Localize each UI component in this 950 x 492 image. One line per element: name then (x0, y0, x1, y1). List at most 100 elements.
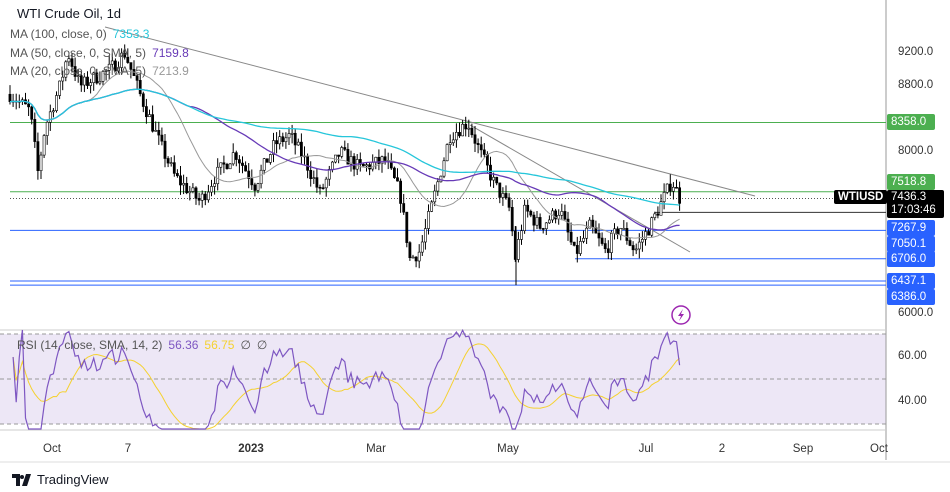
candle-body (210, 186, 213, 193)
candle-body (321, 187, 325, 190)
candle-body (64, 61, 68, 78)
candle-body (253, 184, 257, 191)
candle-body (275, 140, 279, 145)
price-level-label: 6706.0 (887, 251, 935, 267)
candle-body (628, 240, 632, 246)
candle-body (523, 204, 527, 232)
candle-body (606, 248, 610, 253)
candle-body (284, 137, 288, 143)
candle-body (148, 114, 151, 118)
candle-body (417, 251, 421, 262)
candle-body (83, 76, 86, 86)
candle-body (622, 228, 626, 230)
candle-body (572, 241, 576, 246)
candle-body (138, 80, 142, 95)
candle-body (408, 242, 412, 259)
price-level-label: 7050.1 (887, 236, 935, 252)
candle-body (566, 218, 570, 233)
candle-body (479, 144, 483, 151)
legend-rsi[interactable]: RSI (14, close, SMA, 14, 2) 56.36 56.75 ∅ ∅ (17, 338, 267, 352)
candle-body (454, 132, 458, 141)
candle-body (219, 162, 223, 168)
candle-body (200, 193, 204, 201)
candle-body (501, 193, 505, 198)
legend-ma50[interactable]: MA (50, close, 0, SMA, 5) 7159.8 (10, 46, 189, 60)
ma20-line (9, 70, 680, 239)
candle-body (476, 143, 480, 145)
candle-body (135, 75, 139, 81)
trend-line (104, 26, 756, 197)
candle-body (76, 75, 80, 77)
candle-body (287, 133, 291, 139)
rsi-sma-line (12, 343, 680, 430)
candle-body (327, 168, 331, 180)
candle-body (482, 149, 486, 155)
candle-body (290, 132, 294, 135)
candle-body (312, 177, 316, 179)
legend-ma20[interactable]: MA (20, close, 0, SMA, 5) 7213.9 (10, 64, 189, 78)
candle-body (247, 170, 251, 179)
candle-body (114, 60, 117, 72)
candle-body (439, 175, 443, 183)
candle-body (154, 130, 158, 132)
candle-body (141, 93, 145, 107)
price-level-label: 7518.8 (887, 174, 935, 190)
candle-body (544, 222, 548, 230)
price-tick: 6000.0 (898, 307, 934, 319)
time-tick: 2023 (238, 443, 264, 455)
candle-body (191, 187, 195, 192)
candle-body (349, 156, 353, 165)
time-tick: Oct (43, 443, 61, 455)
time-tick: Mar (366, 443, 386, 455)
candle-body (411, 256, 415, 259)
candle-body (644, 231, 647, 240)
time-tick: Oct (870, 443, 888, 455)
candle-body (585, 227, 589, 239)
candle-body (436, 181, 440, 192)
candle-body (631, 245, 635, 251)
candle-body (489, 164, 492, 181)
candle-body (244, 165, 248, 172)
candle-body (529, 210, 533, 216)
candle-body (36, 141, 40, 172)
candle-body (86, 76, 89, 86)
candle-body (197, 198, 201, 201)
candle-body (169, 162, 173, 164)
candle-body (451, 139, 455, 144)
price-tick: 8000.0 (898, 145, 934, 157)
candle-body (526, 204, 530, 212)
candle-body (225, 163, 229, 170)
price-level-label: 7267.9 (887, 220, 935, 236)
rsi-value: 56.36 (168, 338, 199, 352)
candle-body (67, 58, 71, 63)
candle-body (535, 217, 539, 226)
tradingview-logo-icon (12, 473, 31, 486)
candle-body (430, 201, 434, 212)
candle-body (346, 149, 350, 165)
candle-body (569, 231, 573, 243)
candle-body (176, 173, 179, 177)
candle-body (625, 228, 629, 241)
candle-body (448, 142, 452, 145)
candle-body (92, 72, 96, 83)
legend-ma100[interactable]: MA (100, close, 0) 7353.3 (10, 27, 149, 41)
candle-body (541, 228, 545, 230)
legend-label: RSI (14, close, SMA, 14, 2) (17, 338, 163, 352)
candle-body (609, 233, 613, 253)
candle-body (157, 130, 161, 136)
candle-body (520, 230, 523, 240)
candle-body (110, 60, 114, 65)
candle-body (442, 160, 446, 177)
candle-body (405, 211, 409, 243)
candle-body (399, 180, 403, 204)
candle-body (337, 154, 341, 157)
tradingview-logo[interactable]: TradingView (12, 472, 109, 487)
candle-body (653, 213, 657, 218)
candle-body (123, 52, 127, 58)
candle-body (318, 186, 322, 189)
legend-value: 7353.3 (112, 27, 150, 41)
candle-body (79, 75, 83, 86)
candle-body (377, 156, 381, 164)
candle-body (185, 182, 189, 194)
